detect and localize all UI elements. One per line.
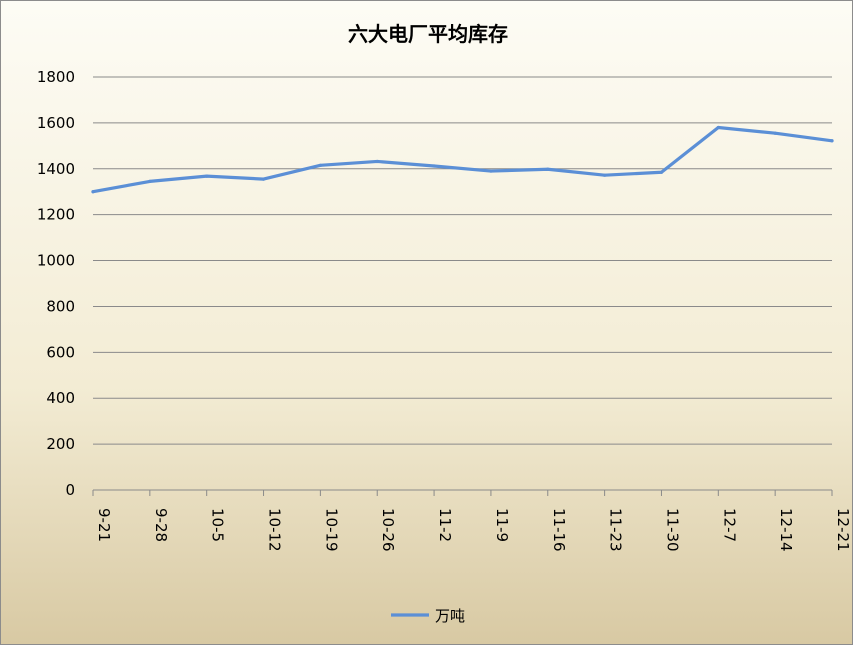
chart-title: 六大电厂平均库存 [348,22,508,46]
x-tick-label: 10-12 [266,508,284,552]
x-tick-label: 11-2 [436,508,454,542]
grid-lines [93,76,832,491]
data-point [261,177,266,181]
data-point [773,131,777,135]
legend: 万吨 [391,607,465,625]
y-tick-label: 1400 [37,160,75,178]
data-point [489,169,493,173]
x-tick-label: 11-16 [550,508,568,552]
data-point [830,139,834,143]
data-point [716,125,720,130]
y-tick-label: 0 [65,481,75,499]
x-tick-label: 9-21 [95,508,113,542]
x-tick-label: 9-28 [152,508,170,542]
x-tick-label: 10-5 [209,508,227,542]
y-tick-label: 200 [46,435,75,453]
y-tick-label: 1200 [37,206,75,224]
data-point [546,167,550,171]
y-tick-label: 1000 [37,252,75,270]
x-tick-label: 12-7 [720,508,738,542]
y-tick-label: 1600 [37,114,75,132]
x-tick-label: 10-19 [322,508,340,552]
x-tick-label: 10-26 [379,508,397,552]
data-point [603,173,607,177]
data-point [148,179,152,183]
y-tick-label: 600 [46,343,75,361]
x-tick-label: 11-23 [607,508,625,552]
series-lines [91,125,834,194]
data-point [432,164,436,168]
x-tick-label: 11-30 [663,508,681,552]
data-point [91,190,95,194]
y-tick-label: 800 [46,297,75,315]
x-tick-label: 12-14 [777,508,795,552]
data-point [659,170,664,174]
y-tick-label: 400 [46,389,75,407]
data-point [375,159,379,164]
x-tick-label: 11-9 [493,508,511,542]
x-axis-ticks: 9-21 9-28 10-5 10-12 10-19 10-26 11-2 11-9 11-16… [92,490,852,552]
data-point [205,174,209,178]
y-axis-ticks: 0 200 400 600 800 1000 1200 1400 1600 1800 [37,68,75,499]
data-point [318,163,322,167]
x-tick-label: 12-21 [834,508,852,552]
y-tick-label: 1800 [37,68,75,86]
series-line-0 [91,125,834,194]
legend-label: 万吨 [435,607,465,625]
